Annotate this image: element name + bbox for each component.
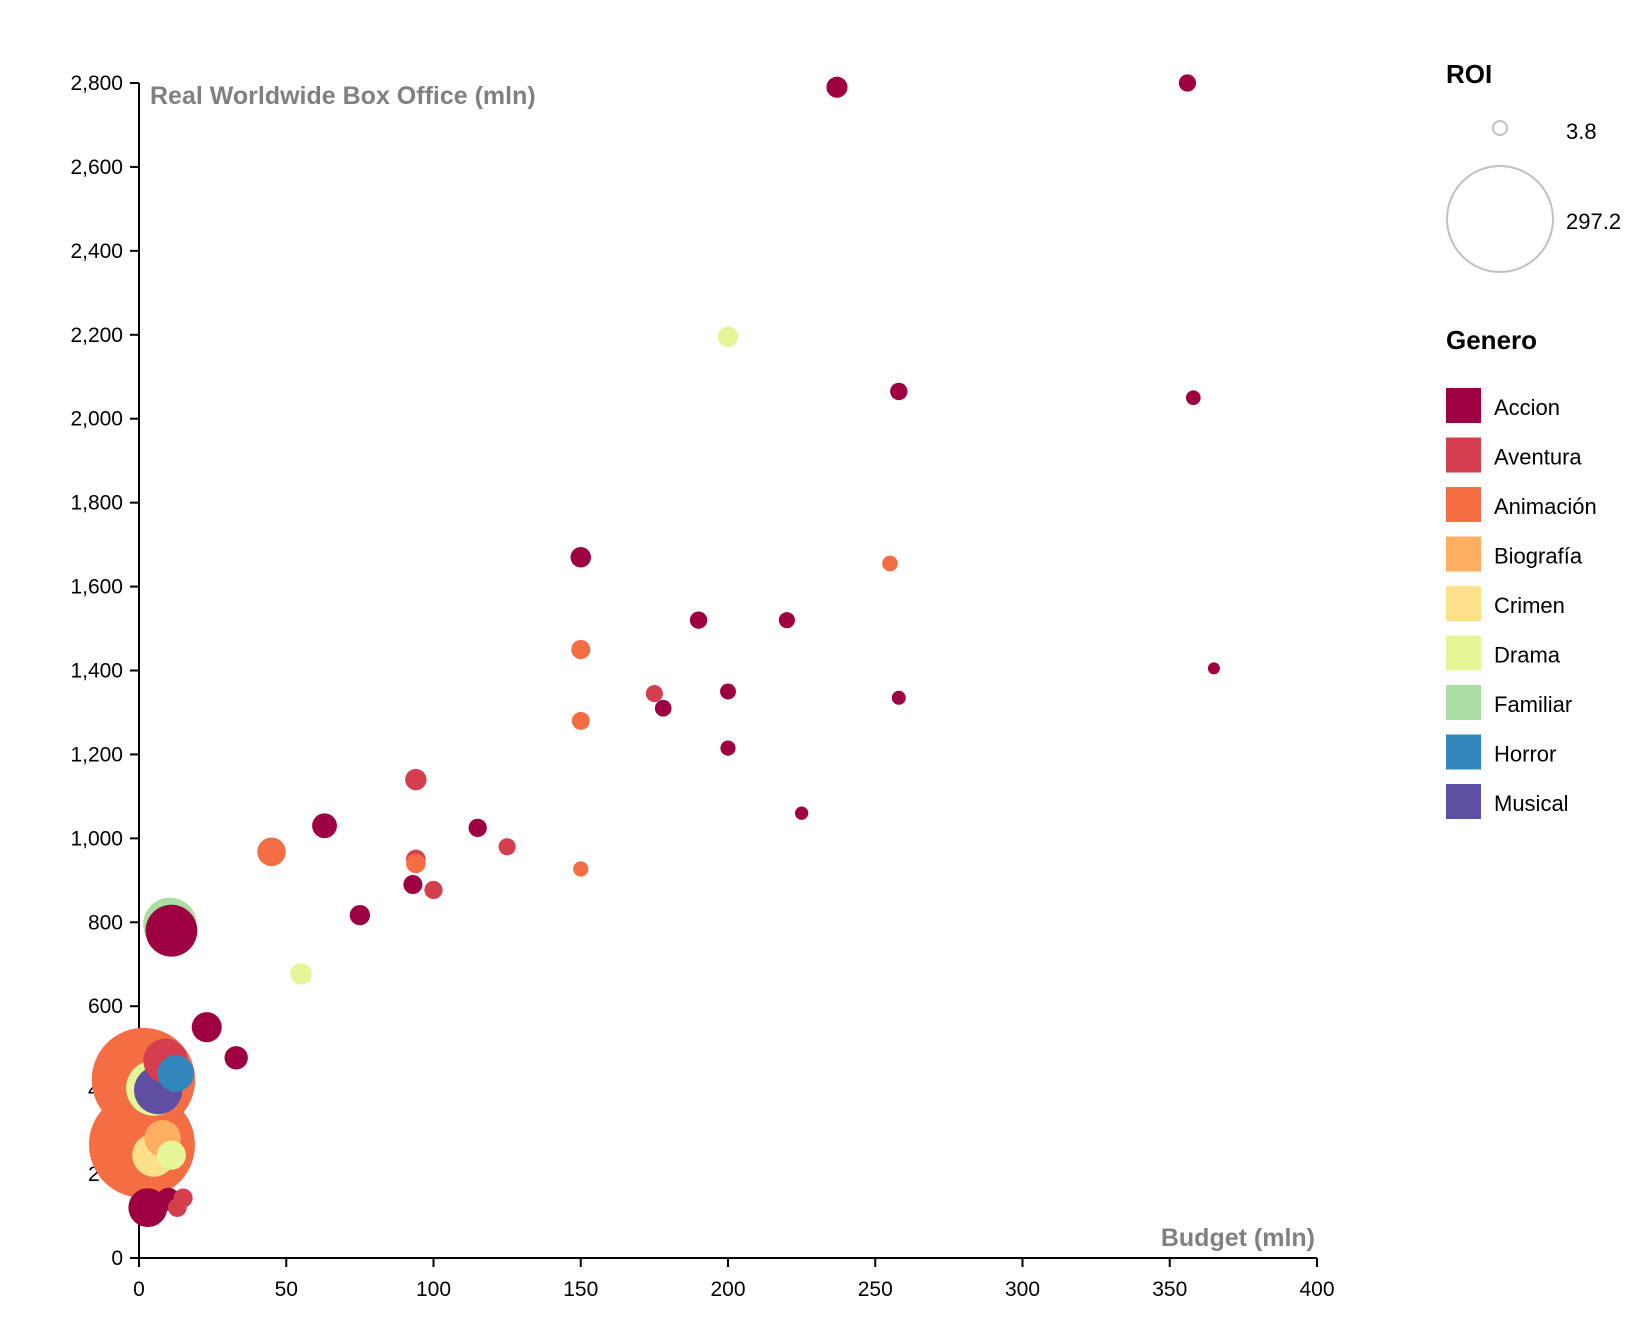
y-tick-label: 2,600: [70, 156, 123, 179]
y-tick-label: 2,200: [70, 324, 123, 347]
legend-swatch: [1446, 635, 1481, 671]
legend-swatch: [1446, 685, 1481, 720]
bubble-accion[interactable]: [224, 1046, 248, 1070]
legend-label: Drama: [1494, 643, 1561, 668]
size-legend-min-circle: [1492, 120, 1508, 136]
x-tick-label: 200: [710, 1278, 745, 1301]
bubble-animación[interactable]: [571, 639, 591, 660]
bubble-animación[interactable]: [573, 861, 589, 877]
bubble-accion[interactable]: [468, 818, 487, 838]
bubble-accion[interactable]: [794, 806, 809, 820]
color-legend-title: Genero: [1446, 325, 1537, 355]
size-legend-max-label: 297.2: [1566, 209, 1621, 234]
legend-label: Crimen: [1494, 593, 1565, 618]
x-tick-label: 250: [858, 1278, 893, 1301]
y-tick-label: 1,200: [70, 743, 123, 766]
bubble-aventura[interactable]: [645, 685, 663, 703]
color-legend: Genero Accion Aventura Animación Biografía C…: [1446, 325, 1597, 819]
legend-label: Animación: [1494, 494, 1597, 519]
legend-label: Accion: [1494, 395, 1560, 420]
bubble-accion[interactable]: [720, 740, 736, 756]
bubble-accion[interactable]: [890, 382, 908, 401]
x-tick-label: 100: [416, 1278, 451, 1301]
bubbles: [88, 74, 1220, 1228]
bubble-accion[interactable]: [349, 905, 371, 926]
bubble-drama[interactable]: [156, 1140, 186, 1170]
y-tick-label: 800: [88, 911, 123, 934]
bubble-accion[interactable]: [312, 813, 337, 839]
legend-swatch: [1446, 437, 1481, 473]
size-legend: ROI 3.8 297.2: [1446, 59, 1621, 273]
legend-label: Musical: [1494, 791, 1569, 816]
x-tick-label: 350: [1152, 1278, 1187, 1301]
axes: 0 50 100 150 200 250 300 350 400 0 200 400 600 800 1,…: [70, 72, 1334, 1301]
y-tick-label: 1,000: [70, 827, 123, 850]
y-tick-label: 2,000: [70, 408, 123, 431]
bubble-accion[interactable]: [191, 1012, 222, 1043]
bubble-accion[interactable]: [826, 76, 848, 98]
bubble-accion[interactable]: [891, 690, 906, 705]
y-tick-label: 0: [111, 1247, 123, 1270]
bubble-accion[interactable]: [1178, 74, 1197, 92]
bubble-animación[interactable]: [406, 853, 426, 874]
bubble-horror[interactable]: [157, 1055, 195, 1092]
bubble-accion[interactable]: [720, 683, 736, 700]
y-tick-label: 2,800: [70, 72, 123, 95]
legend-swatch: [1446, 487, 1481, 522]
size-legend-max-circle: [1446, 165, 1554, 273]
legend-label: Aventura: [1494, 445, 1582, 470]
size-legend-title: ROI: [1446, 59, 1492, 89]
bubble-aventura[interactable]: [498, 838, 516, 856]
y-tick-label: 1,800: [70, 492, 123, 515]
bubble-accion[interactable]: [403, 874, 423, 895]
legend-label: Familiar: [1494, 692, 1572, 717]
legend-swatch: [1446, 388, 1481, 423]
y-axis-title: Real Worldwide Box Office (mln): [150, 82, 536, 110]
bubble-aventura[interactable]: [424, 880, 443, 900]
bubble-accion[interactable]: [145, 904, 198, 957]
legend-label: Biografía: [1494, 544, 1583, 569]
bubble-aventura[interactable]: [167, 1198, 187, 1217]
bubble-drama[interactable]: [717, 326, 739, 348]
bubble-animación[interactable]: [257, 837, 286, 867]
x-tick-label: 400: [1299, 1278, 1334, 1301]
bubble-animación[interactable]: [571, 711, 590, 730]
x-tick-label: 50: [275, 1278, 298, 1301]
legend-label: Horror: [1494, 742, 1556, 767]
y-tick-label: 1,400: [70, 660, 123, 683]
x-tick-label: 0: [133, 1278, 145, 1301]
x-tick-label: 150: [563, 1278, 598, 1301]
bubble-accion[interactable]: [689, 611, 708, 629]
bubble-accion[interactable]: [570, 546, 591, 568]
legend-swatch: [1446, 536, 1481, 572]
x-axis-title: Budget (mln): [1161, 1224, 1315, 1252]
bubble-accion[interactable]: [1207, 662, 1220, 675]
bubble-accion[interactable]: [778, 612, 795, 629]
y-tick-label: 2,400: [70, 240, 123, 263]
bubble-aventura[interactable]: [405, 768, 427, 791]
color-legend-items: Accion Aventura Animación Biografía Crimen Dr…: [1446, 388, 1597, 819]
size-legend-min-label: 3.8: [1566, 119, 1597, 144]
legend-swatch: [1446, 586, 1481, 621]
x-ticks: 0 50 100 150 200 250 300 350 400: [133, 1258, 1335, 1301]
bubble-accion[interactable]: [654, 699, 672, 717]
bubble-drama[interactable]: [290, 963, 312, 985]
x-tick-label: 300: [1005, 1278, 1040, 1301]
legend-swatch: [1446, 784, 1481, 819]
bubble-accion[interactable]: [1185, 390, 1201, 406]
y-tick-label: 600: [88, 995, 123, 1018]
bubble-animación[interactable]: [882, 555, 898, 572]
legend-swatch: [1446, 734, 1481, 770]
y-tick-label: 1,600: [70, 576, 123, 599]
